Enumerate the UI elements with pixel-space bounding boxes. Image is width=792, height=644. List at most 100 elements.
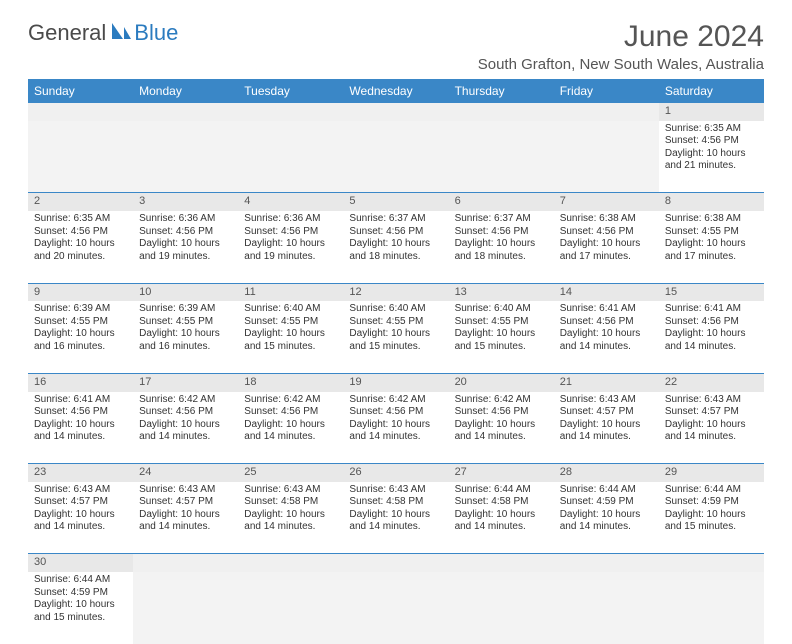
- sunset-line: Sunset: 4:57 PM: [34, 496, 127, 509]
- day-number-cell: 27: [449, 464, 554, 482]
- day-details: Sunrise: 6:44 AMSunset: 4:59 PMDaylight:…: [659, 482, 764, 538]
- daylight-line: Daylight: 10 hours and 15 minutes.: [244, 328, 337, 353]
- sunset-line: Sunset: 4:55 PM: [455, 316, 548, 329]
- day-number-cell: 14: [554, 283, 659, 301]
- logo-text-blue: Blue: [134, 20, 178, 46]
- day-number-cell: 3: [133, 193, 238, 211]
- weekday-header: Thursday: [449, 80, 554, 103]
- day-body-cell: Sunrise: 6:43 AMSunset: 4:57 PMDaylight:…: [28, 482, 133, 554]
- daylight-line: Daylight: 10 hours and 14 minutes.: [139, 419, 232, 444]
- sunset-line: Sunset: 4:56 PM: [665, 135, 758, 148]
- day-body-row: Sunrise: 6:35 AMSunset: 4:56 PMDaylight:…: [28, 121, 764, 193]
- sunset-line: Sunset: 4:56 PM: [349, 226, 442, 239]
- day-body-cell: [133, 121, 238, 193]
- daylight-line: Daylight: 10 hours and 17 minutes.: [560, 238, 653, 263]
- sunrise-line: Sunrise: 6:37 AM: [455, 213, 548, 226]
- sunrise-line: Sunrise: 6:42 AM: [349, 394, 442, 407]
- day-number-cell: 11: [238, 283, 343, 301]
- weekday-header: Wednesday: [343, 80, 448, 103]
- daylight-line: Daylight: 10 hours and 14 minutes.: [455, 509, 548, 534]
- daylight-line: Daylight: 10 hours and 14 minutes.: [34, 419, 127, 444]
- daylight-line: Daylight: 10 hours and 16 minutes.: [34, 328, 127, 353]
- day-details: Sunrise: 6:42 AMSunset: 4:56 PMDaylight:…: [133, 392, 238, 448]
- daylight-line: Daylight: 10 hours and 14 minutes.: [244, 419, 337, 444]
- day-body-cell: [449, 121, 554, 193]
- weekday-header: Sunday: [28, 80, 133, 103]
- day-body-cell: Sunrise: 6:41 AMSunset: 4:56 PMDaylight:…: [554, 301, 659, 373]
- day-details: Sunrise: 6:42 AMSunset: 4:56 PMDaylight:…: [449, 392, 554, 448]
- sunrise-line: Sunrise: 6:35 AM: [665, 123, 758, 136]
- day-number-cell: 23: [28, 464, 133, 482]
- calendar-table: SundayMondayTuesdayWednesdayThursdayFrid…: [28, 79, 764, 644]
- day-details: Sunrise: 6:39 AMSunset: 4:55 PMDaylight:…: [133, 301, 238, 357]
- sunset-line: Sunset: 4:58 PM: [349, 496, 442, 509]
- day-details: Sunrise: 6:41 AMSunset: 4:56 PMDaylight:…: [28, 392, 133, 448]
- day-body-cell: [133, 572, 238, 644]
- day-body-cell: Sunrise: 6:44 AMSunset: 4:59 PMDaylight:…: [554, 482, 659, 554]
- weekday-header-row: SundayMondayTuesdayWednesdayThursdayFrid…: [28, 80, 764, 103]
- sunset-line: Sunset: 4:57 PM: [560, 406, 653, 419]
- day-body-cell: Sunrise: 6:44 AMSunset: 4:58 PMDaylight:…: [449, 482, 554, 554]
- day-number-cell: [343, 554, 448, 572]
- weekday-header: Monday: [133, 80, 238, 103]
- day-details: Sunrise: 6:43 AMSunset: 4:57 PMDaylight:…: [133, 482, 238, 538]
- sunset-line: Sunset: 4:56 PM: [139, 406, 232, 419]
- daylight-line: Daylight: 10 hours and 19 minutes.: [244, 238, 337, 263]
- sunset-line: Sunset: 4:56 PM: [665, 316, 758, 329]
- day-number-cell: 1: [659, 103, 764, 121]
- sunrise-line: Sunrise: 6:42 AM: [455, 394, 548, 407]
- day-number-cell: [28, 103, 133, 121]
- daylight-line: Daylight: 10 hours and 15 minutes.: [349, 328, 442, 353]
- day-number-cell: [554, 554, 659, 572]
- day-body-cell: [238, 572, 343, 644]
- sunset-line: Sunset: 4:57 PM: [139, 496, 232, 509]
- day-details: Sunrise: 6:38 AMSunset: 4:56 PMDaylight:…: [554, 211, 659, 267]
- logo: General Blue: [28, 20, 178, 46]
- day-details: Sunrise: 6:36 AMSunset: 4:56 PMDaylight:…: [133, 211, 238, 267]
- daylight-line: Daylight: 10 hours and 16 minutes.: [139, 328, 232, 353]
- sunset-line: Sunset: 4:56 PM: [349, 406, 442, 419]
- month-title: June 2024: [478, 20, 764, 54]
- sunset-line: Sunset: 4:56 PM: [560, 316, 653, 329]
- day-body-cell: Sunrise: 6:37 AMSunset: 4:56 PMDaylight:…: [343, 211, 448, 283]
- day-body-cell: Sunrise: 6:42 AMSunset: 4:56 PMDaylight:…: [449, 392, 554, 464]
- day-number-cell: 17: [133, 373, 238, 391]
- sunset-line: Sunset: 4:56 PM: [139, 226, 232, 239]
- sunrise-line: Sunrise: 6:44 AM: [560, 484, 653, 497]
- sunrise-line: Sunrise: 6:38 AM: [560, 213, 653, 226]
- daylight-line: Daylight: 10 hours and 14 minutes.: [560, 419, 653, 444]
- day-number-cell: 7: [554, 193, 659, 211]
- sunset-line: Sunset: 4:56 PM: [560, 226, 653, 239]
- sunset-line: Sunset: 4:55 PM: [349, 316, 442, 329]
- day-number-cell: 30: [28, 554, 133, 572]
- day-body-cell: Sunrise: 6:37 AMSunset: 4:56 PMDaylight:…: [449, 211, 554, 283]
- day-details: Sunrise: 6:39 AMSunset: 4:55 PMDaylight:…: [28, 301, 133, 357]
- day-number-cell: 20: [449, 373, 554, 391]
- day-body-row: Sunrise: 6:43 AMSunset: 4:57 PMDaylight:…: [28, 482, 764, 554]
- sunrise-line: Sunrise: 6:44 AM: [455, 484, 548, 497]
- day-body-cell: Sunrise: 6:43 AMSunset: 4:58 PMDaylight:…: [238, 482, 343, 554]
- day-body-cell: Sunrise: 6:43 AMSunset: 4:57 PMDaylight:…: [133, 482, 238, 554]
- sunset-line: Sunset: 4:55 PM: [139, 316, 232, 329]
- sunrise-line: Sunrise: 6:39 AM: [34, 303, 127, 316]
- day-number-cell: 12: [343, 283, 448, 301]
- day-number-cell: [554, 103, 659, 121]
- sunset-line: Sunset: 4:59 PM: [34, 587, 127, 600]
- daylight-line: Daylight: 10 hours and 20 minutes.: [34, 238, 127, 263]
- sunrise-line: Sunrise: 6:35 AM: [34, 213, 127, 226]
- day-body-cell: [238, 121, 343, 193]
- day-number-cell: [449, 554, 554, 572]
- day-number-cell: 29: [659, 464, 764, 482]
- day-number-cell: 26: [343, 464, 448, 482]
- day-number-cell: 8: [659, 193, 764, 211]
- day-number-cell: [449, 103, 554, 121]
- sunset-line: Sunset: 4:55 PM: [34, 316, 127, 329]
- sunrise-line: Sunrise: 6:42 AM: [139, 394, 232, 407]
- day-number-cell: 10: [133, 283, 238, 301]
- day-number-cell: 5: [343, 193, 448, 211]
- day-details: Sunrise: 6:41 AMSunset: 4:56 PMDaylight:…: [659, 301, 764, 357]
- sunrise-line: Sunrise: 6:41 AM: [665, 303, 758, 316]
- day-body-cell: Sunrise: 6:44 AMSunset: 4:59 PMDaylight:…: [28, 572, 133, 644]
- day-body-cell: Sunrise: 6:38 AMSunset: 4:56 PMDaylight:…: [554, 211, 659, 283]
- daylight-line: Daylight: 10 hours and 14 minutes.: [665, 419, 758, 444]
